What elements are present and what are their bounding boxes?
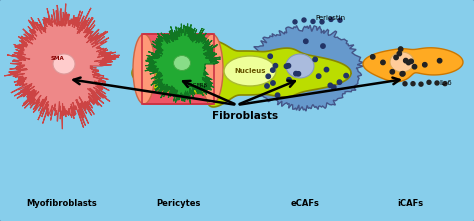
Circle shape: [273, 63, 278, 68]
Circle shape: [403, 82, 407, 86]
Circle shape: [268, 54, 273, 59]
Circle shape: [400, 72, 404, 76]
Circle shape: [438, 59, 442, 63]
Text: Nucleus: Nucleus: [234, 68, 266, 74]
Ellipse shape: [224, 56, 276, 86]
Circle shape: [271, 81, 275, 85]
FancyBboxPatch shape: [142, 34, 214, 104]
Circle shape: [271, 68, 275, 72]
Circle shape: [399, 47, 403, 51]
Circle shape: [317, 74, 321, 78]
Circle shape: [409, 59, 413, 64]
Polygon shape: [145, 24, 220, 104]
Polygon shape: [132, 41, 351, 107]
Text: eCAFs: eCAFs: [291, 200, 319, 208]
Ellipse shape: [173, 55, 191, 70]
Circle shape: [284, 64, 289, 69]
Circle shape: [412, 65, 417, 69]
Circle shape: [275, 93, 280, 97]
Circle shape: [321, 44, 325, 48]
Polygon shape: [363, 48, 463, 82]
Circle shape: [302, 18, 306, 22]
Circle shape: [435, 81, 439, 85]
Text: PDGFRβ: PDGFRβ: [186, 84, 208, 88]
Ellipse shape: [286, 54, 314, 78]
Circle shape: [265, 84, 269, 88]
Circle shape: [419, 82, 423, 86]
Text: SMA: SMA: [51, 55, 65, 61]
Text: Myofibroblasts: Myofibroblasts: [27, 200, 97, 208]
Circle shape: [311, 19, 315, 23]
Text: Periostin: Periostin: [315, 15, 345, 21]
Circle shape: [337, 80, 342, 84]
Circle shape: [338, 18, 342, 22]
Circle shape: [397, 51, 401, 56]
Text: Fibroblasts: Fibroblasts: [212, 111, 278, 121]
Circle shape: [390, 70, 394, 74]
Circle shape: [423, 63, 427, 67]
Circle shape: [324, 67, 328, 72]
Text: IL-6: IL-6: [439, 80, 452, 86]
Circle shape: [304, 39, 308, 44]
Text: Pericytes: Pericytes: [156, 200, 200, 208]
Polygon shape: [4, 4, 119, 129]
Circle shape: [332, 85, 336, 90]
Polygon shape: [246, 25, 363, 111]
Circle shape: [394, 55, 398, 60]
Circle shape: [287, 78, 291, 82]
Ellipse shape: [201, 34, 223, 104]
Circle shape: [403, 58, 408, 63]
Circle shape: [344, 73, 348, 78]
Text: iCAFs: iCAFs: [397, 200, 423, 208]
Circle shape: [411, 82, 415, 86]
Circle shape: [381, 60, 385, 65]
Circle shape: [294, 71, 298, 76]
Circle shape: [443, 82, 447, 86]
Circle shape: [286, 63, 291, 68]
Ellipse shape: [53, 54, 75, 74]
Circle shape: [401, 72, 405, 76]
Circle shape: [328, 83, 333, 88]
Circle shape: [329, 17, 333, 21]
Circle shape: [371, 55, 375, 59]
Circle shape: [293, 20, 297, 24]
Circle shape: [320, 20, 324, 24]
Circle shape: [313, 57, 318, 62]
Circle shape: [406, 60, 410, 65]
Circle shape: [266, 74, 271, 78]
Ellipse shape: [133, 34, 155, 104]
Ellipse shape: [390, 52, 414, 72]
Circle shape: [427, 80, 431, 84]
Circle shape: [296, 72, 301, 76]
